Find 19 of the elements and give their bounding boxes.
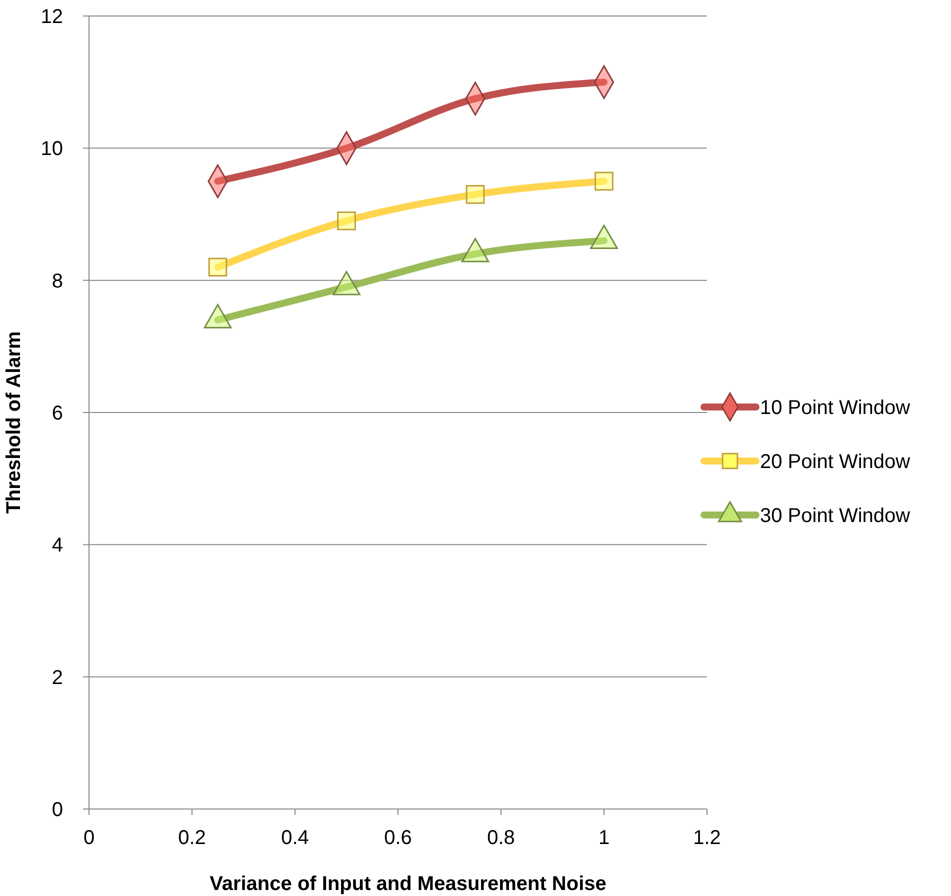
x-tick-label: 1: [598, 827, 610, 849]
y-tick-label: 2: [52, 666, 63, 689]
x-tick-label: 0: [83, 827, 95, 849]
y-tick-label: 10: [40, 138, 63, 160]
y-tick-label: 12: [40, 6, 63, 28]
y-tick-label: 6: [52, 402, 63, 424]
y-tick-label: 8: [52, 270, 63, 292]
legend-label: 30 Point Window: [760, 505, 911, 527]
legend-label: 20 Point Window: [760, 451, 911, 473]
y-tick-label: 0: [52, 799, 63, 821]
x-tick-label: 0.6: [384, 827, 412, 849]
x-tick-label: 1.2: [693, 827, 721, 849]
y-axis-title: Threshold of Alarm: [3, 331, 25, 514]
x-tick-label: 0.8: [487, 827, 515, 849]
x-axis-title: Variance of Input and Measurement Noise: [210, 873, 606, 895]
x-tick-label: 0.2: [178, 827, 206, 849]
y-tick-label: 4: [52, 534, 63, 557]
legend-label: 10 Point Window: [760, 397, 911, 419]
x-tick-label: 0.4: [281, 827, 309, 849]
